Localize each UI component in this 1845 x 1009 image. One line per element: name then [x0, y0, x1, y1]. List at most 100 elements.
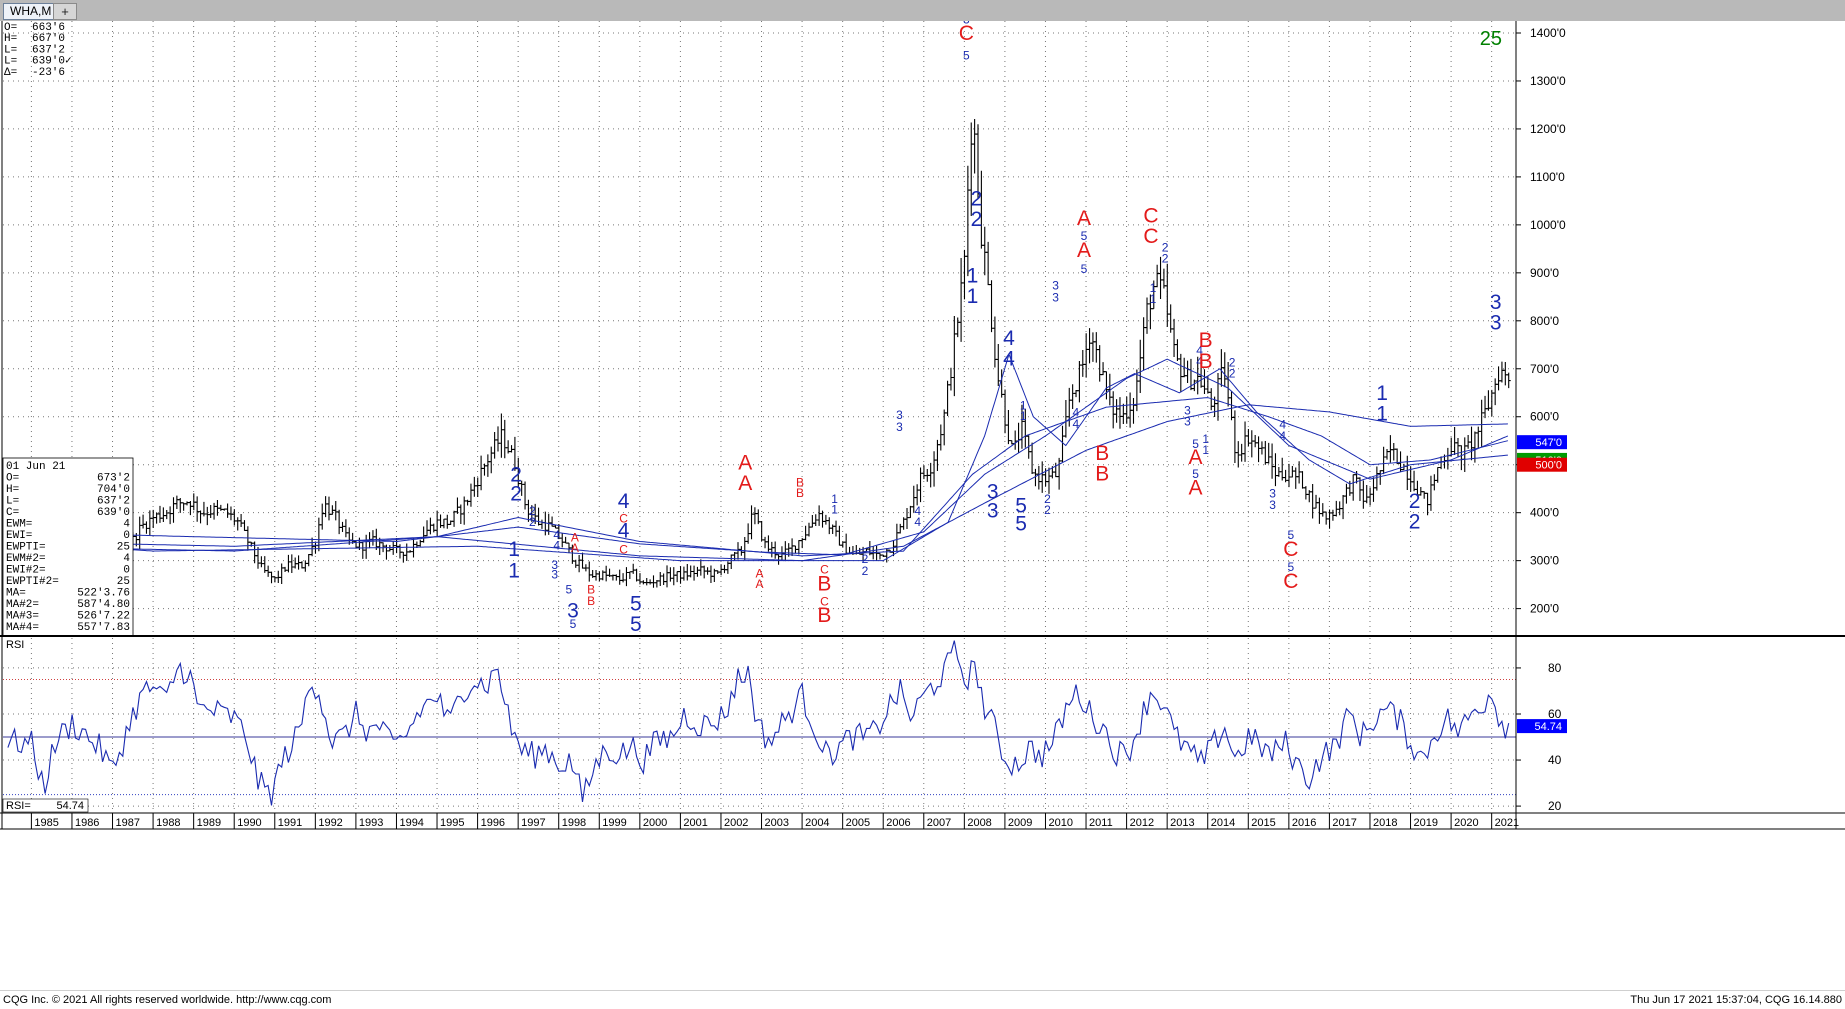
- year-tick-label: 1991: [278, 817, 302, 829]
- year-tick-label: 2005: [846, 817, 870, 829]
- price-tick-label: 400'0: [1530, 506, 1559, 520]
- price-tick-label: 700'0: [1530, 362, 1559, 376]
- year-tick-label: 2007: [927, 817, 951, 829]
- year-tick-label: 1986: [75, 817, 99, 829]
- year-tick-label: 1994: [399, 817, 423, 829]
- rsi-tick-label: 40: [1548, 753, 1562, 767]
- price-tick-label: 600'0: [1530, 410, 1559, 424]
- year-tick-label: 1992: [318, 817, 342, 829]
- cursor-row-value: 673'2: [97, 473, 130, 485]
- top-readout-key: Δ=: [4, 67, 17, 79]
- tab-bar: WHA,M +: [0, 0, 1845, 22]
- top-readout-key: L=: [4, 56, 17, 68]
- top-readout-value: 667'0: [32, 33, 65, 45]
- rsi-readout-key: RSI=: [6, 800, 31, 812]
- rsi-tick-label: 20: [1548, 799, 1562, 813]
- wave-label: 1: [1150, 281, 1157, 295]
- wave-label: 2: [1409, 490, 1421, 513]
- wave-label: 2: [529, 504, 536, 518]
- wave-label: B: [1095, 442, 1109, 465]
- wave-label: C: [619, 511, 628, 525]
- wave-label: 2: [971, 188, 983, 211]
- wave-label: 1: [1020, 409, 1027, 423]
- year-tick-label: 1995: [440, 817, 464, 829]
- wave-label: 3: [1269, 486, 1276, 500]
- moving-averages: [2, 352, 1509, 562]
- wave-label: 2: [1162, 251, 1169, 265]
- year-tick-label: 2004: [805, 817, 829, 829]
- price-bars: [5, 118, 1511, 588]
- price-marker-label: 547'0: [1535, 437, 1562, 449]
- wave-label: 4: [1196, 354, 1203, 368]
- year-tick-label: 2013: [1170, 817, 1194, 829]
- wave-label: 4: [618, 520, 630, 543]
- wave-label: B: [796, 486, 804, 500]
- wave-label: 4: [1003, 327, 1015, 350]
- wave-label: 5: [963, 48, 970, 62]
- copyright-text: CQG Inc. © 2021 All rights reserved worl…: [3, 994, 332, 1006]
- cursor-row-value: 4: [123, 519, 130, 531]
- wave-label: 3: [987, 499, 999, 522]
- cursor-row-key: H=: [6, 484, 19, 496]
- wave-label: 2: [862, 564, 869, 578]
- wave-label: A: [1077, 239, 1091, 262]
- year-tick-label: 2014: [1211, 817, 1235, 829]
- cursor-row-value: 526'7.22: [77, 611, 130, 623]
- year-tick-label: 2020: [1454, 817, 1478, 829]
- year-tick-label: 2009: [1008, 817, 1032, 829]
- wave-label: B: [817, 604, 831, 627]
- wave-label: A: [738, 452, 752, 475]
- rsi-value-marker-label: 54.74: [1534, 721, 1562, 733]
- wave-label: 3: [1052, 279, 1059, 293]
- top-readout-key: O=: [4, 22, 17, 34]
- wave-label: 2: [529, 515, 536, 529]
- wave-label: 1: [1202, 432, 1209, 446]
- wave-label: C: [820, 563, 829, 577]
- price-marker-label: 500'0: [1535, 460, 1562, 472]
- year-tick-label: 2000: [643, 817, 667, 829]
- chart-tab[interactable]: WHA,M: [3, 3, 59, 20]
- wave-label: B: [1095, 463, 1109, 486]
- wave-label: 2: [1044, 503, 1051, 517]
- wave-label: C: [820, 594, 829, 608]
- top-readout-value: 639'0✓: [32, 56, 72, 68]
- year-tick-label: 2002: [724, 817, 748, 829]
- wave-label: 3: [1052, 291, 1059, 305]
- year-tick-label: 2003: [765, 817, 789, 829]
- year-tick-label: 2006: [886, 817, 910, 829]
- cursor-row-key: MA#3=: [6, 611, 39, 623]
- wave-label: 3: [1490, 291, 1502, 314]
- wave-label: 5: [566, 582, 573, 596]
- wave-label: A: [1077, 207, 1091, 230]
- moving-average-ma4: [2, 352, 1508, 562]
- rsi-tick-label: 80: [1548, 661, 1562, 675]
- wave-label: 3: [551, 558, 558, 572]
- wave-label: 4: [1003, 347, 1015, 370]
- year-tick-label: 1996: [481, 817, 505, 829]
- wave-label: 5: [1015, 495, 1027, 518]
- year-tick-label: 2015: [1251, 817, 1275, 829]
- wave-label: 2: [1162, 240, 1169, 254]
- wave-label: 5: [1192, 437, 1199, 451]
- year-tick-label: 1987: [116, 817, 140, 829]
- wave-label: 4: [1279, 429, 1286, 443]
- cursor-row-value: 587'4.80: [77, 599, 130, 611]
- wave-label: C: [959, 22, 974, 45]
- wave-label: B: [817, 572, 831, 595]
- price-tick-label: 1300'0: [1530, 74, 1566, 88]
- wave-label: 3: [987, 480, 999, 503]
- wave-label: C: [1283, 538, 1298, 561]
- year-tick-label: 2018: [1373, 817, 1397, 829]
- add-tab-button[interactable]: +: [53, 3, 77, 20]
- rsi-value-marker: [1517, 719, 1567, 734]
- cursor-row-key: EWPTI=: [6, 542, 46, 554]
- price-tick-label: 800'0: [1530, 314, 1559, 328]
- rsi-grid: [3, 667, 1516, 807]
- price-grid: [3, 21, 1516, 813]
- cursor-row-key: L=: [6, 496, 19, 508]
- price-marker-blue: [1517, 435, 1567, 450]
- cursor-row-value: 25: [117, 576, 130, 588]
